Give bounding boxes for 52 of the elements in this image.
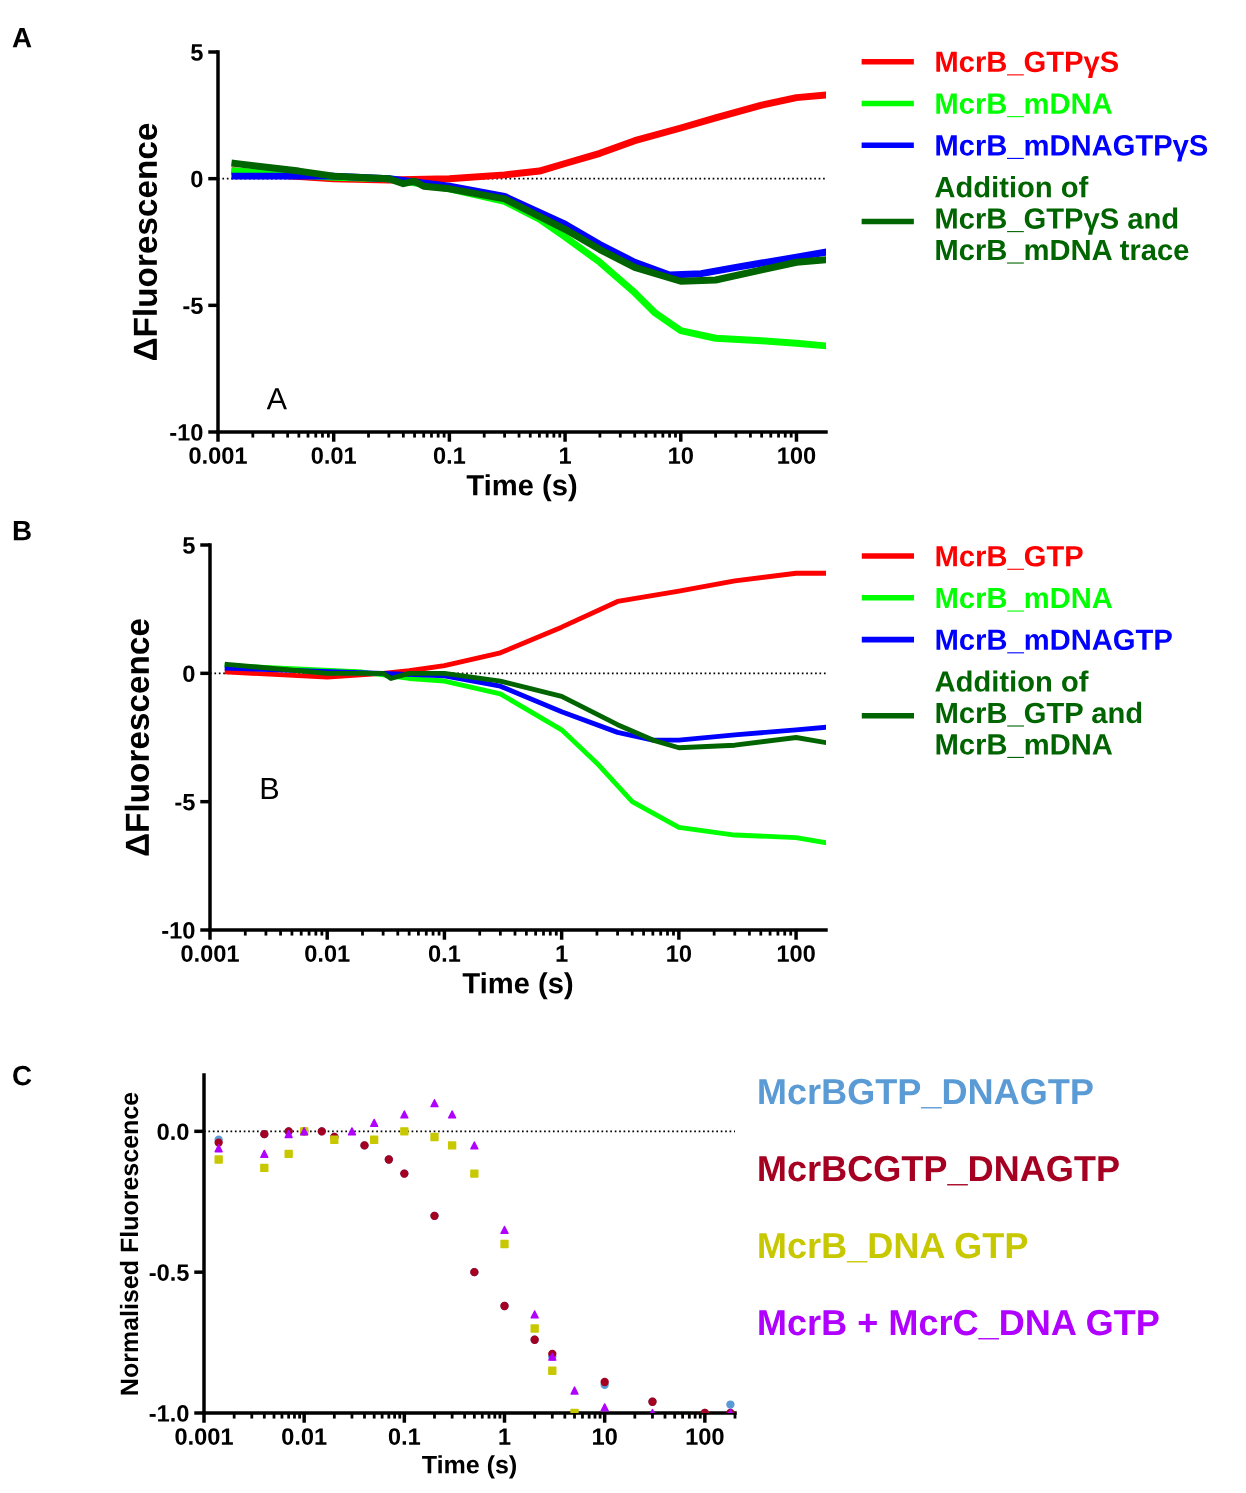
x-axis-title: Time (s) <box>466 474 577 502</box>
x-tick-label: 1 <box>499 1428 511 1445</box>
x-tick-label: 0.01 <box>282 1428 327 1445</box>
annotation: A <box>266 388 287 410</box>
y-tick-label: -5 <box>175 793 195 811</box>
y-tick-label: 0.0 <box>157 1123 189 1141</box>
y-tick-label: 5 <box>183 537 195 554</box>
x-tick-label: 0.001 <box>181 945 239 962</box>
text: McrBGTP_DNAGTP <box>759 1078 1093 1109</box>
x-tick-label: 100 <box>777 945 815 962</box>
x-tick-label: 100 <box>778 447 816 464</box>
y-axis-title: Normalised Fluorescence <box>119 1092 139 1395</box>
annotation: B <box>261 778 279 800</box>
text: C <box>13 1065 32 1086</box>
x-tick-label: 10 <box>667 945 692 962</box>
x-axis-title: Time (s) <box>462 972 573 1000</box>
text: McrBCGTP_DNAGTP <box>759 1155 1119 1186</box>
y-axis-title: ΔFluorescence <box>132 123 158 361</box>
y-tick-label: -0.5 <box>149 1264 189 1281</box>
legend-label: McrB_mDNAGTP <box>936 629 1172 654</box>
legend-label: McrB_GTPγS <box>936 51 1119 78</box>
x-tick-label: 0.1 <box>428 945 461 962</box>
legend-label: McrB_mDNA <box>936 93 1112 118</box>
y-tick-label: -1.0 <box>149 1405 189 1422</box>
x-tick-label: 10 <box>669 447 693 464</box>
x-tick-label: 1 <box>560 447 571 464</box>
legend-label: McrB_mDNA <box>936 587 1113 612</box>
text: McrB_DNA GTP <box>759 1232 1028 1263</box>
x-tick-label: 0.1 <box>433 447 466 464</box>
y-tick-label: -10 <box>170 424 203 441</box>
text: McrB + McrC_DNA GTP <box>759 1309 1159 1340</box>
x-tick-label: 1 <box>556 945 568 962</box>
legend-label: McrB_GTP <box>936 545 1083 570</box>
x-tick-label: 10 <box>593 1428 617 1445</box>
legend-label: Addition of McrB_GTPγS and McrB_mDNA trace <box>935 176 1189 264</box>
text: A <box>12 28 32 48</box>
y-tick-label: -5 <box>183 297 203 315</box>
x-tick-label: 0.001 <box>189 447 247 464</box>
y-tick-label: -10 <box>162 922 195 939</box>
x-axis-title: Time (s) <box>422 1455 516 1479</box>
x-tick-label: 0.01 <box>311 447 357 464</box>
x-tick-label: 100 <box>686 1428 724 1445</box>
x-tick-label: 0.001 <box>175 1428 233 1445</box>
legend-label: McrB_mDNAGTPγS <box>936 135 1208 162</box>
x-tick-label: 0.1 <box>388 1428 421 1445</box>
y-axis-title: ΔFluorescence <box>124 619 150 856</box>
legend-label: Addition of McrB_GTP and McrB_mDNA <box>935 670 1142 758</box>
y-tick-label: 0 <box>183 665 195 683</box>
y-tick-label: 5 <box>191 44 203 61</box>
y-tick-label: 0 <box>191 170 203 188</box>
text: B <box>13 521 31 541</box>
x-tick-label: 0.01 <box>305 945 350 962</box>
